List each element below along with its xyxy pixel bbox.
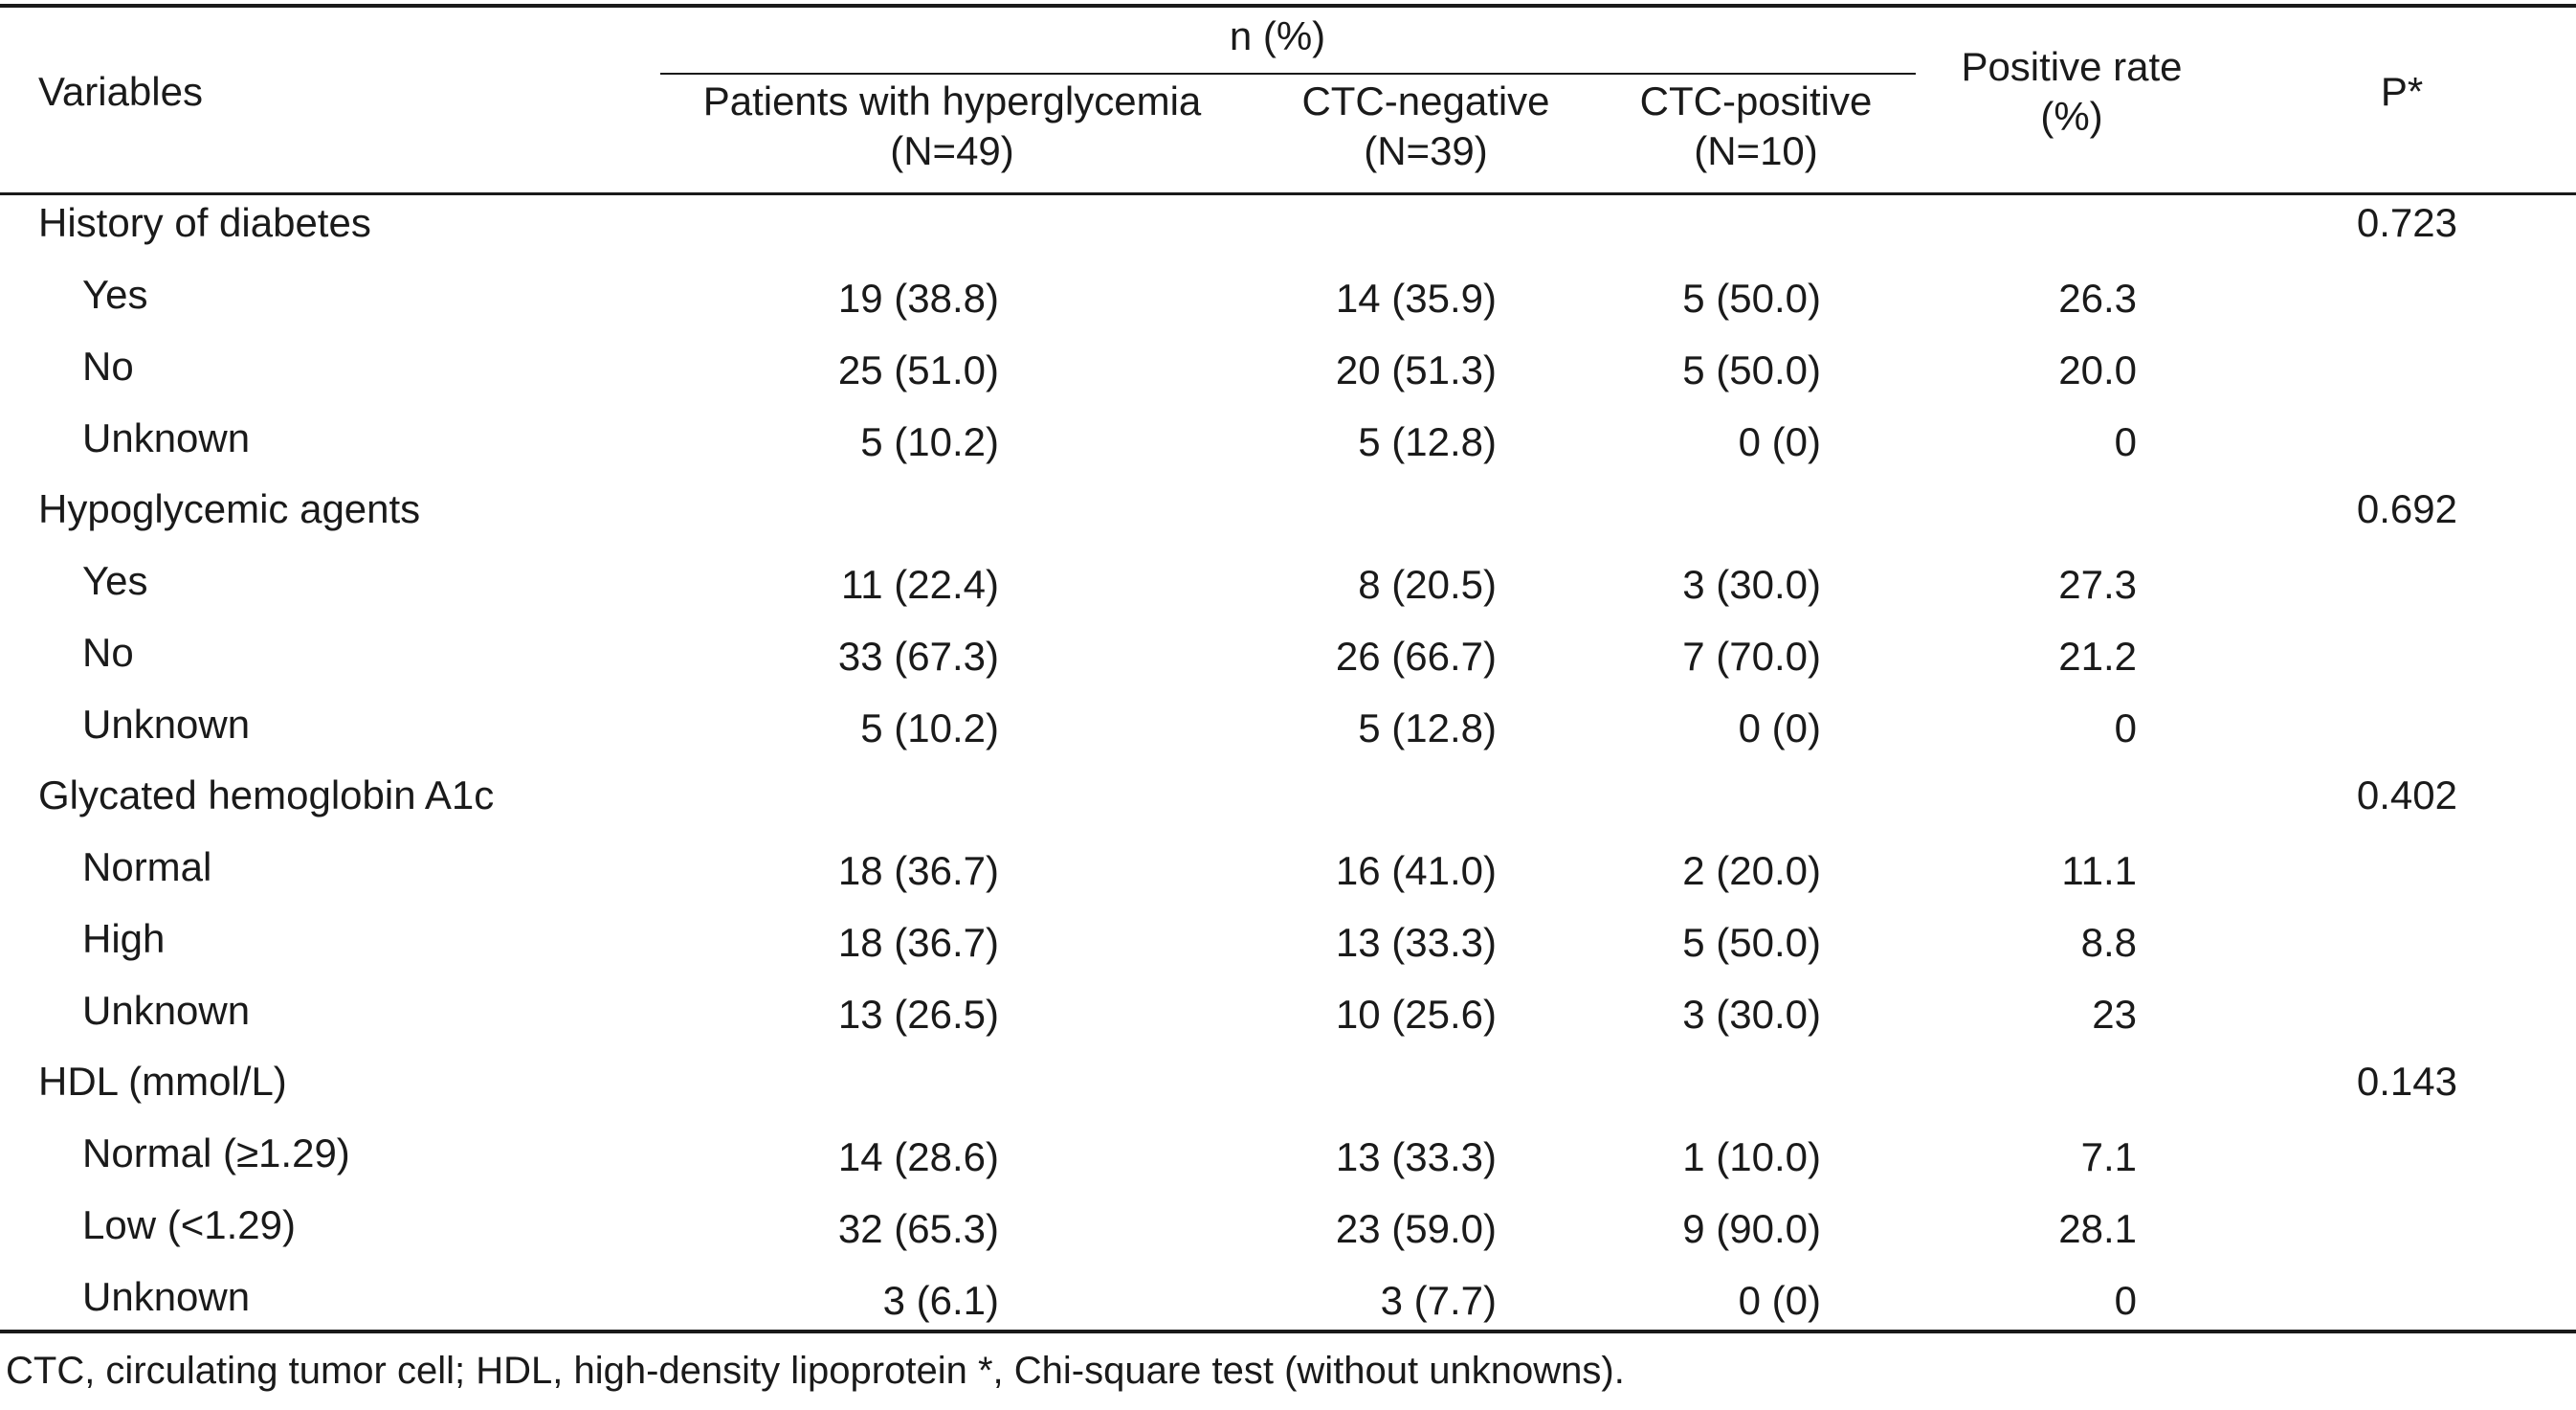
cell-ctc-negative: 13 (33.3) <box>1335 1134 1497 1179</box>
cell-ctc-negative: 5 (12.8) <box>1358 419 1497 464</box>
cell-total: 18 (36.7) <box>837 920 999 965</box>
cell-ctc-negative: 3 (7.7) <box>1380 1278 1497 1323</box>
cell-total: 5 (10.2) <box>860 705 999 750</box>
table-top-rule <box>0 4 2576 8</box>
group-label: HDL (mmol/L) <box>38 1059 287 1104</box>
cell-positive-rate: 20.0 <box>2058 347 2137 392</box>
cell-ctc-negative: 26 (66.7) <box>1335 634 1497 679</box>
cell-total: 3 (6.1) <box>882 1278 999 1323</box>
cell-total: 33 (67.3) <box>837 634 999 679</box>
cell-ctc-negative: 10 (25.6) <box>1335 992 1497 1037</box>
group-header-rule <box>660 73 1916 75</box>
cell-ctc-negative: 8 (20.5) <box>1358 562 1497 607</box>
cell-ctc-positive: 0 (0) <box>1738 419 1821 464</box>
cell-ctc-positive: 5 (50.0) <box>1682 276 1821 321</box>
header-col-p: P* <box>2380 69 2424 114</box>
row-label: No <box>82 630 134 675</box>
cell-positive-rate: 0 <box>2114 419 2137 464</box>
row-label: Yes <box>82 272 148 317</box>
row-label: Normal (≥1.29) <box>82 1130 350 1175</box>
cell-positive-rate: 21.2 <box>2058 634 2137 679</box>
cell-ctc-positive: 0 (0) <box>1738 1278 1821 1323</box>
header-col-rate-line2: (%) <box>2040 94 2103 139</box>
cell-ctc-positive: 3 (30.0) <box>1682 562 1821 607</box>
row-label: Unknown <box>82 1274 251 1319</box>
cell-ctc-negative: 14 (35.9) <box>1335 276 1497 321</box>
cell-ctc-positive: 0 (0) <box>1738 705 1821 750</box>
row-label: Normal <box>82 844 212 889</box>
cell-positive-rate: 8.8 <box>2080 920 2137 965</box>
cell-total: 13 (26.5) <box>837 992 999 1037</box>
row-label: Yes <box>82 558 148 603</box>
cell-ctc-negative: 16 (41.0) <box>1335 848 1497 893</box>
row-label: No <box>82 344 134 389</box>
cell-positive-rate: 26.3 <box>2058 276 2137 321</box>
p-value: 0.402 <box>2356 772 2457 817</box>
group-label: History of diabetes <box>38 200 371 245</box>
cell-positive-rate: 27.3 <box>2058 562 2137 607</box>
group-label: Glycated hemoglobin A1c <box>38 772 495 817</box>
cell-ctc-negative: 23 (59.0) <box>1335 1206 1497 1251</box>
cell-total: 18 (36.7) <box>837 848 999 893</box>
cell-ctc-positive: 3 (30.0) <box>1682 992 1821 1037</box>
cell-ctc-negative: 20 (51.3) <box>1335 347 1497 392</box>
header-bottom-rule <box>0 192 2576 195</box>
header-col-negative-line1: CTC-negative <box>1301 78 1550 123</box>
cell-ctc-positive: 9 (90.0) <box>1682 1206 1821 1251</box>
cell-total: 5 (10.2) <box>860 419 999 464</box>
header-col-hyperglycemia-line1: Patients with hyperglycemia <box>702 78 1202 123</box>
cell-ctc-negative: 13 (33.3) <box>1335 920 1497 965</box>
cell-total: 19 (38.8) <box>837 276 999 321</box>
table-bottom-rule <box>0 1330 2576 1333</box>
header-col-negative-wrap: CTC-negative (N=39) <box>1263 77 1588 176</box>
row-label: High <box>82 916 166 961</box>
header-col-positive: CTC-positive (N=10) <box>1598 77 1914 176</box>
row-label: Unknown <box>82 415 251 460</box>
header-col-hyperglycemia-line2: (N=49) <box>890 128 1014 173</box>
row-label: Unknown <box>82 702 251 747</box>
header-col-rate: Positive rate (%) <box>1923 42 2220 142</box>
cell-positive-rate: 23 <box>2092 992 2137 1037</box>
cell-total: 25 (51.0) <box>837 347 999 392</box>
p-value: 0.692 <box>2356 486 2457 531</box>
header-col-hyperglycemia: Patients with hyperglycemia (N=49) <box>660 77 1244 176</box>
cell-positive-rate: 7.1 <box>2080 1134 2137 1179</box>
group-label: Hypoglycemic agents <box>38 486 421 531</box>
cell-positive-rate: 11.1 <box>2061 848 2137 893</box>
cell-positive-rate: 0 <box>2114 1278 2137 1323</box>
cell-ctc-positive: 2 (20.0) <box>1682 848 1821 893</box>
table-footnote: CTC, circulating tumor cell; HDL, high-d… <box>6 1350 1625 1392</box>
cell-ctc-positive: 7 (70.0) <box>1682 634 1821 679</box>
header-variables: Variables <box>38 69 203 114</box>
cell-total: 32 (65.3) <box>837 1206 999 1251</box>
cell-ctc-positive: 1 (10.0) <box>1682 1134 1821 1179</box>
header-group-label: n (%) <box>1229 13 1326 58</box>
header-col-negative-line2: (N=39) <box>1364 128 1488 173</box>
cell-ctc-positive: 5 (50.0) <box>1682 920 1821 965</box>
cell-ctc-positive: 5 (50.0) <box>1682 347 1821 392</box>
header-col-positive-line2: (N=10) <box>1694 128 1818 173</box>
header-col-positive-line1: CTC-positive <box>1639 78 1873 123</box>
cell-positive-rate: 28.1 <box>2058 1206 2137 1251</box>
header-col-rate-line1: Positive rate <box>1961 44 2183 89</box>
cell-total: 11 (22.4) <box>841 562 999 607</box>
row-label: Low (<1.29) <box>82 1202 296 1247</box>
p-value: 0.723 <box>2356 200 2457 245</box>
row-label: Unknown <box>82 988 251 1033</box>
cell-total: 14 (28.6) <box>837 1134 999 1179</box>
p-value: 0.143 <box>2356 1059 2457 1104</box>
cell-ctc-negative: 5 (12.8) <box>1358 705 1497 750</box>
cell-positive-rate: 0 <box>2114 705 2137 750</box>
